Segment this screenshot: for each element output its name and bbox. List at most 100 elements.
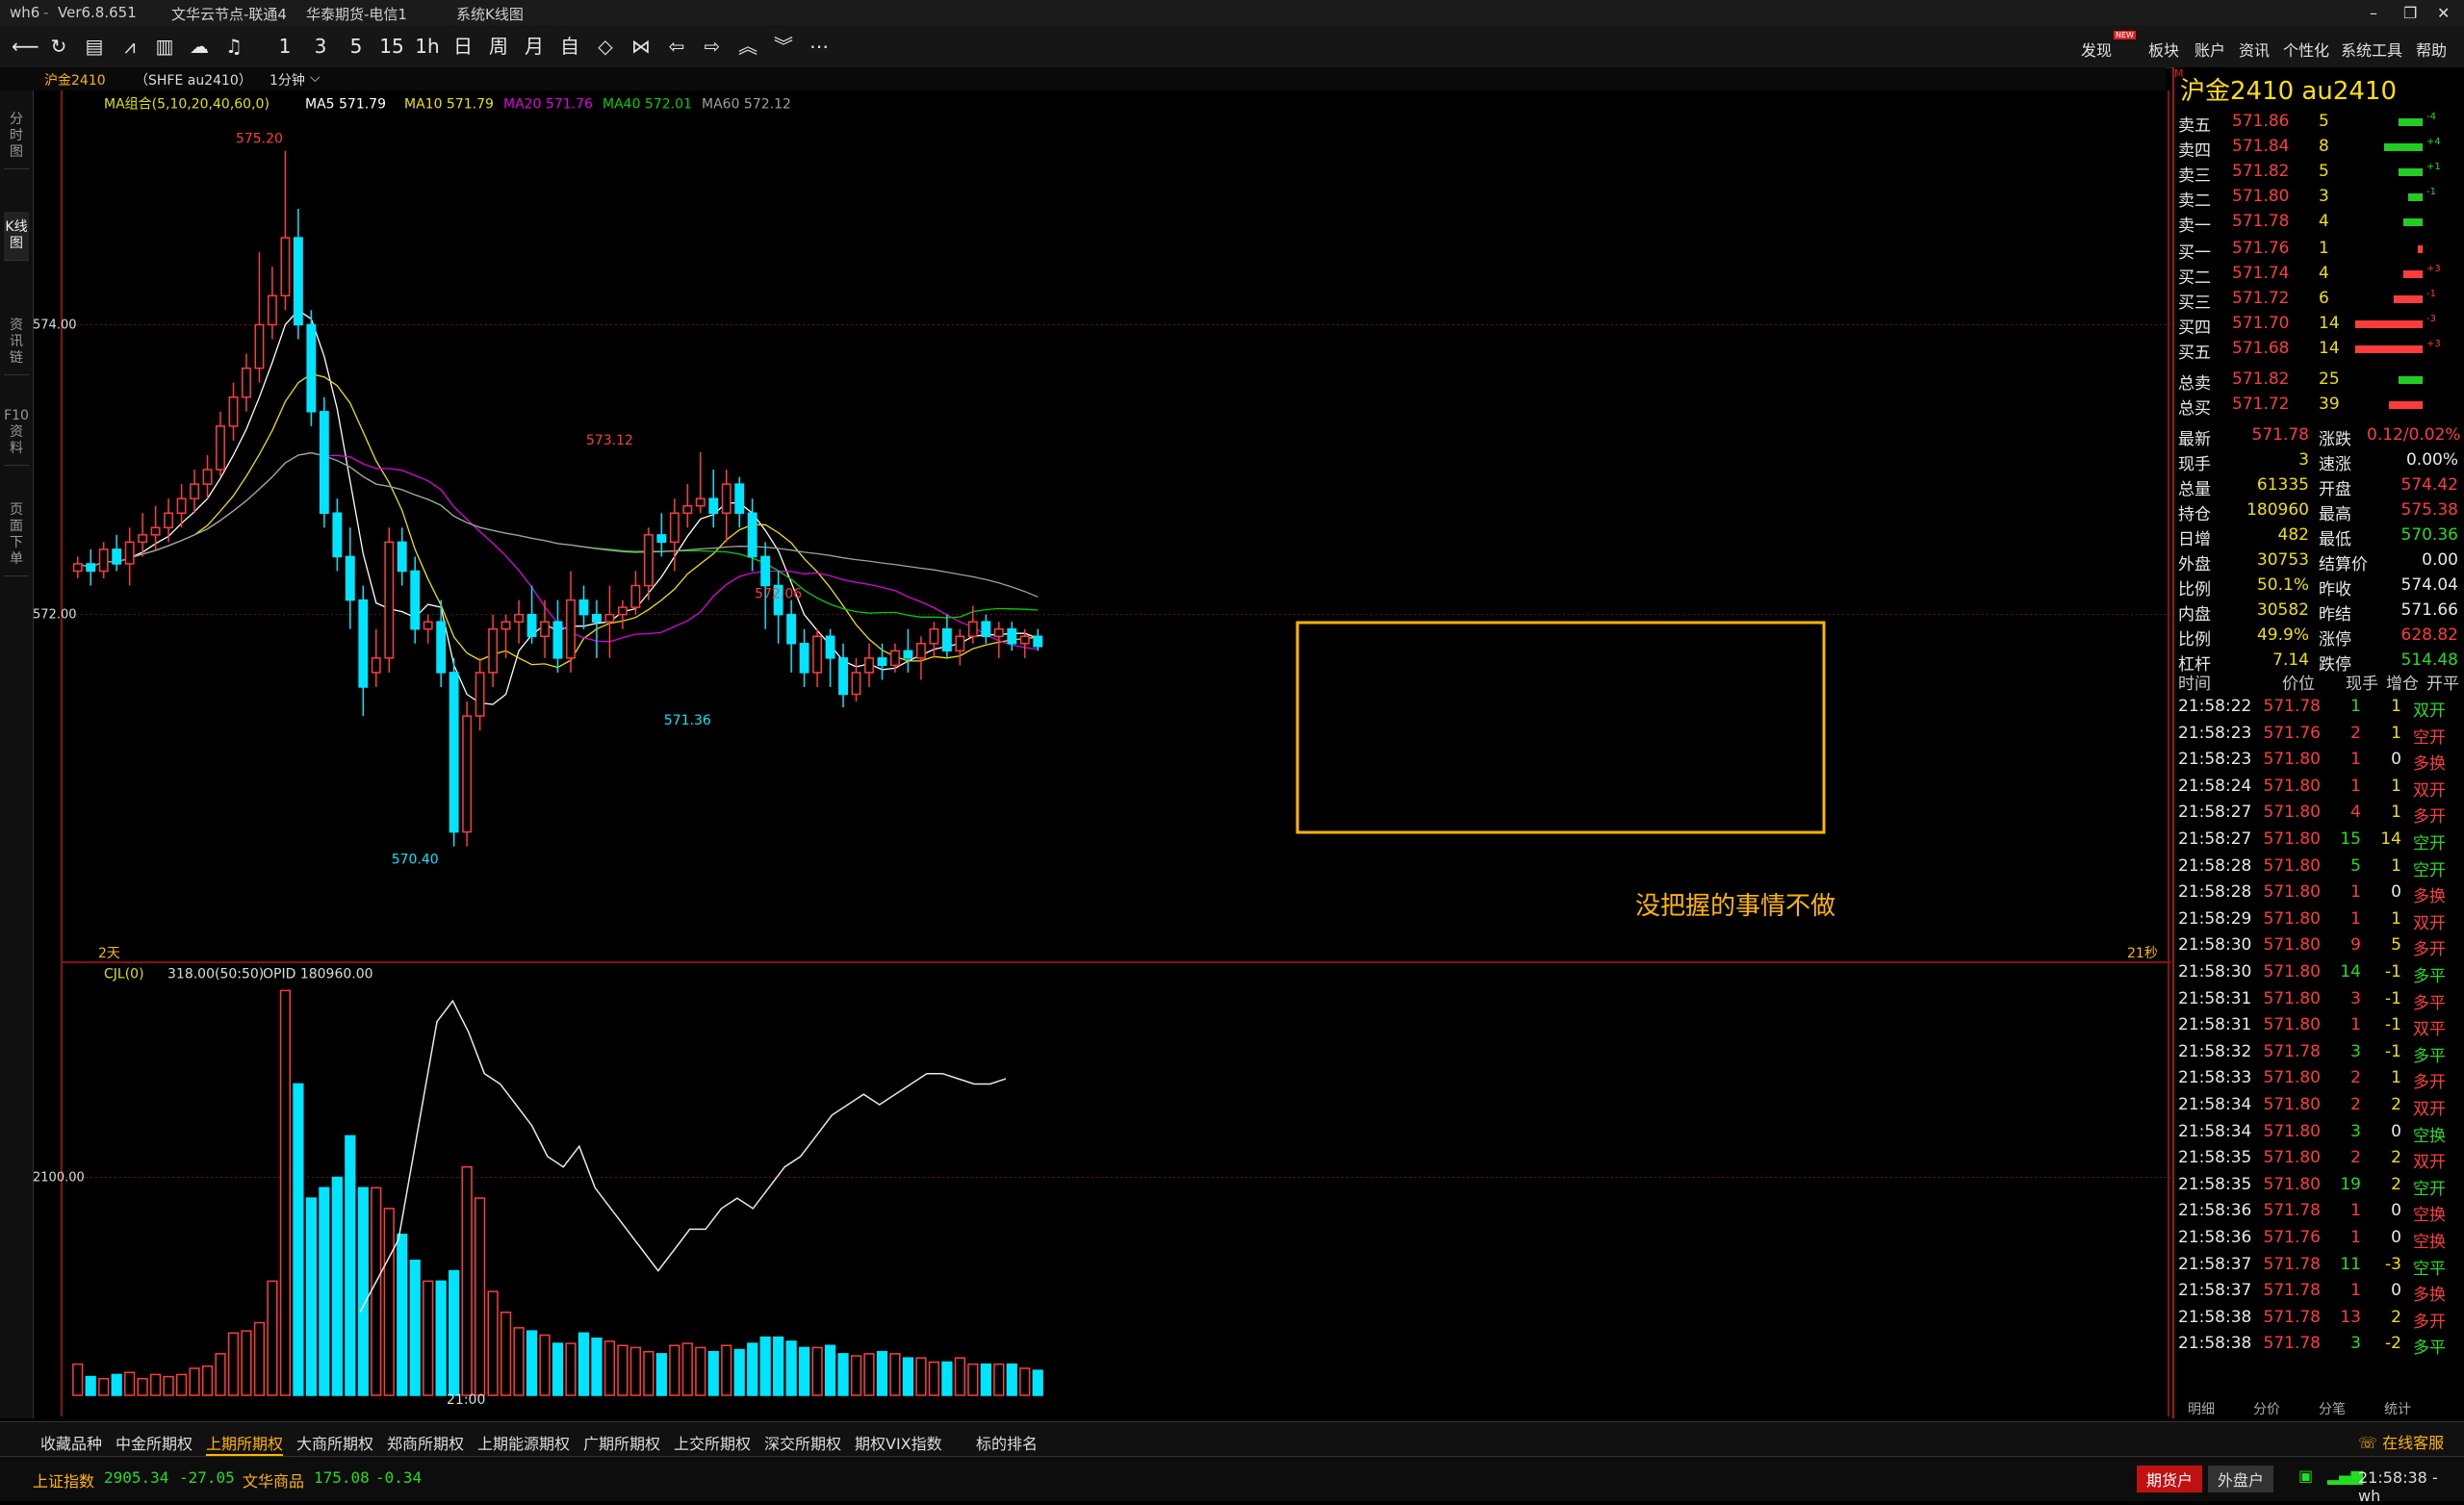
tick-row[interactable]: 21:58:30 571.80 9 5 多开 [2174, 933, 2463, 959]
index1-name[interactable]: 上证指数 [33, 1472, 95, 1491]
tick-row[interactable]: 21:58:32 571.78 3 -1 多平 [2174, 1040, 2463, 1066]
tick-row[interactable]: 21:58:35 571.80 19 2 空开 [2174, 1173, 2463, 1199]
bid-row[interactable]: 买五 571.68 14 +3 [2174, 337, 2463, 363]
period-week[interactable]: 周 [489, 35, 508, 58]
tick-row[interactable]: 21:58:23 571.76 2 1 空开 [2174, 722, 2463, 748]
stat-row[interactable]: 现手 3 速涨 0.00% [2174, 448, 2463, 474]
period-15m[interactable]: 15 [379, 35, 404, 58]
period-custom[interactable]: 自 [560, 35, 579, 58]
period-1m[interactable]: 1 [278, 35, 292, 58]
tick-row[interactable]: 21:58:37 571.78 1 0 多换 [2174, 1279, 2463, 1305]
period-day[interactable]: 日 [453, 35, 473, 58]
kline-chart[interactable]: MA组合(5,10,20,40,60,0) MA5 571.79 MA10 571… [33, 90, 2171, 1416]
tick-row[interactable]: 21:58:34 571.80 2 2 双开 [2174, 1093, 2463, 1119]
bottom-tab[interactable]: 收藏品种 [40, 1435, 103, 1453]
menu-news[interactable]: 资讯 [2239, 41, 2271, 60]
period-month[interactable]: 月 [525, 35, 544, 58]
tick-row[interactable]: 21:58:23 571.80 1 0 多换 [2174, 748, 2463, 774]
tick-row[interactable]: 21:58:38 571.78 3 -2 多平 [2174, 1332, 2463, 1358]
shrink-icon[interactable]: ⋈ [631, 35, 651, 58]
quote-tab[interactable]: 统计 [2384, 1402, 2411, 1417]
stat-row[interactable]: 最新 571.78 涨跌 0.12/0.02% [2174, 423, 2463, 449]
ask-row[interactable]: 卖二 571.80 3 -1 [2174, 185, 2463, 211]
bottom-tab[interactable]: 上交所期权 [674, 1435, 752, 1453]
total-buy-row[interactable]: 总买 571.72 39 [2174, 393, 2463, 419]
up-chevron-icon[interactable]: ︽ [738, 35, 757, 58]
tick-row[interactable]: 21:58:38 571.78 13 2 多开 [2174, 1306, 2463, 1332]
tick-row[interactable]: 21:58:37 571.78 11 -3 空平 [2174, 1253, 2463, 1279]
bottom-tab[interactable]: 中金所期权 [116, 1435, 193, 1453]
menu-sector[interactable]: 板块 [2148, 41, 2180, 60]
bell-icon[interactable]: ♫ [225, 35, 243, 58]
tick-row[interactable]: 21:58:36 571.78 1 0 空换 [2174, 1199, 2463, 1225]
stat-row[interactable]: 日增 482 最低 570.36 [2174, 523, 2463, 549]
tab-news-chain[interactable]: 资讯链 [4, 310, 29, 375]
bottom-tab[interactable]: 上期所期权 [206, 1431, 284, 1456]
quote-tab[interactable]: 分价 [2253, 1402, 2280, 1417]
tick-header-row[interactable]: 时间 价位 现手 增仓 开平 [2174, 668, 2463, 694]
symbol-name[interactable]: 沪金2410 [44, 73, 106, 89]
period-1h[interactable]: 1h [415, 35, 440, 58]
stat-row[interactable]: 持仓 180960 最高 575.38 [2174, 498, 2463, 524]
bottom-tab[interactable]: 标的排名 [976, 1435, 1039, 1453]
restore-icon[interactable]: ❐ [2403, 4, 2418, 22]
menu-help[interactable]: 帮助 [2416, 41, 2448, 60]
bid-row[interactable]: 买二 571.74 4 +3 [2174, 262, 2463, 288]
tick-row[interactable]: 21:58:22 571.78 1 1 双开 [2174, 695, 2463, 721]
total-sell-row[interactable]: 总卖 571.82 25 [2174, 368, 2463, 394]
tick-row[interactable]: 21:58:33 571.80 2 1 多开 [2174, 1066, 2463, 1092]
tick-row[interactable]: 21:58:24 571.80 1 1 双开 [2174, 775, 2463, 801]
menu-account[interactable]: 账户 [2194, 41, 2226, 60]
ask-row[interactable]: 卖四 571.84 8 +4 [2174, 135, 2463, 161]
tick-row[interactable]: 21:58:35 571.80 2 2 双开 [2174, 1146, 2463, 1172]
stat-row[interactable]: 比例 50.1% 昨收 574.04 [2174, 574, 2463, 599]
tick-row[interactable]: 21:58:27 571.80 15 14 空开 [2174, 828, 2463, 854]
ask-row[interactable]: 卖一 571.78 4 [2174, 210, 2463, 236]
stat-row[interactable]: 内盘 30582 昨结 571.66 [2174, 599, 2463, 625]
menu-personalize[interactable]: 个性化 [2283, 41, 2330, 60]
tick-row[interactable]: 21:58:27 571.80 4 1 多开 [2174, 801, 2463, 827]
ask-row[interactable]: 卖三 571.82 5 +1 [2174, 160, 2463, 186]
period-select[interactable]: 1分钟 [270, 73, 305, 89]
bid-row[interactable]: 买三 571.72 6 -1 [2174, 287, 2463, 313]
down-chevron-icon[interactable]: ︾ [774, 35, 793, 58]
ask-row[interactable]: 卖五 571.86 5 -4 [2174, 110, 2463, 136]
left-arrow-icon[interactable]: ⇦ [668, 35, 685, 58]
refresh-icon[interactable]: ↻ [50, 35, 67, 58]
futures-account-button[interactable]: 期货户 [2137, 1466, 2203, 1492]
close-icon[interactable]: ✕ [2437, 4, 2451, 22]
quote-tab[interactable]: 明细 [2188, 1402, 2215, 1417]
tick-row[interactable]: 21:58:28 571.80 1 0 多换 [2174, 880, 2463, 906]
bottom-tab[interactable]: 郑商所期权 [387, 1435, 465, 1453]
more-icon[interactable]: ⋯ [809, 35, 829, 58]
tick-row[interactable]: 21:58:29 571.80 1 1 双开 [2174, 907, 2463, 933]
bid-row[interactable]: 买四 571.70 14 -3 [2174, 312, 2463, 338]
tick-row[interactable]: 21:58:31 571.80 3 -1 多平 [2174, 987, 2463, 1013]
tick-row[interactable]: 21:58:36 571.76 1 0 空换 [2174, 1226, 2463, 1252]
list-icon[interactable]: ▤ [85, 35, 104, 58]
tick-row[interactable]: 21:58:31 571.80 1 -1 双平 [2174, 1013, 2463, 1039]
online-service[interactable]: ☏ 在线客服 [2358, 1430, 2444, 1453]
line-chart-icon[interactable]: ⩘ [124, 35, 136, 58]
stat-row[interactable]: 总量 61335 开盘 574.42 [2174, 473, 2463, 499]
diamond-icon[interactable]: ◇ [598, 35, 613, 58]
index2-name[interactable]: 文华商品 [243, 1472, 305, 1491]
menu-discover[interactable]: 发现 [2081, 41, 2113, 60]
bid-row[interactable]: 买一 571.76 1 [2174, 237, 2463, 263]
period-5m[interactable]: 5 [349, 35, 363, 58]
ma-group-legend[interactable]: MA组合(5,10,20,40,60,0) [104, 97, 270, 113]
back-icon[interactable]: ⟵ [12, 35, 39, 58]
stat-row[interactable]: 杠杆 7.14 跌停 514.48 [2174, 649, 2463, 675]
minimize-icon[interactable]: – [2370, 4, 2377, 22]
quote-tab[interactable]: 分笔 [2319, 1402, 2346, 1417]
tab-f10[interactable]: F10资料 [4, 400, 29, 466]
cloud-icon[interactable]: ☁ [190, 35, 209, 58]
right-arrow-icon[interactable]: ⇨ [704, 35, 721, 58]
bottom-tab[interactable]: 大商所期权 [296, 1435, 374, 1453]
tick-row[interactable]: 21:58:34 571.80 3 0 空换 [2174, 1120, 2463, 1146]
tab-time-share[interactable]: 分时图 [4, 104, 29, 169]
bottom-tab[interactable]: 上期能源期权 [477, 1435, 571, 1453]
bottom-tab[interactable]: 深交所期权 [764, 1435, 842, 1453]
bottom-tab[interactable]: 期权VIX指数 [855, 1435, 942, 1453]
stat-row[interactable]: 比例 49.9% 涨停 628.82 [2174, 624, 2463, 650]
